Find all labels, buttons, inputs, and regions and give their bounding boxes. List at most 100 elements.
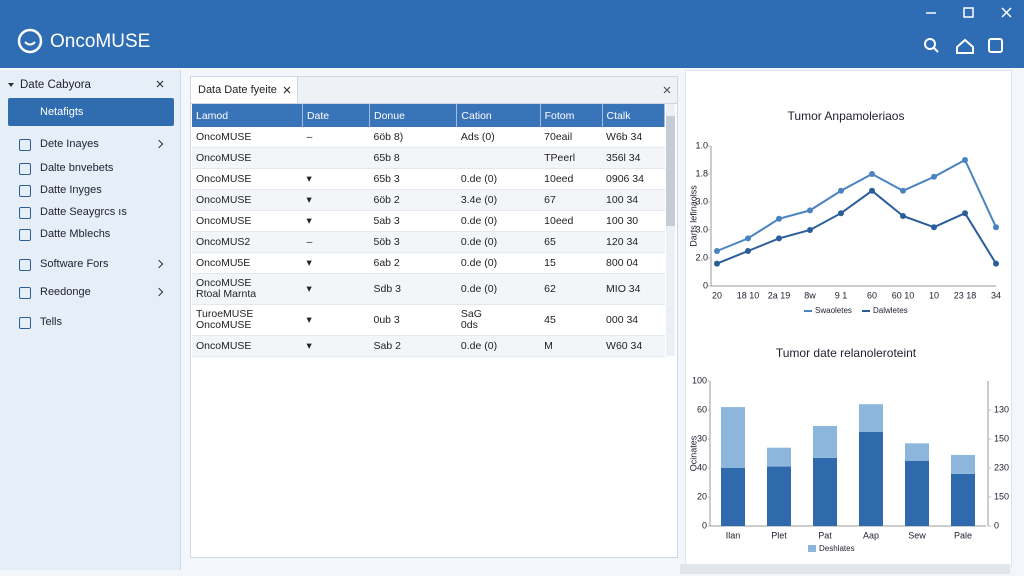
table-row[interactable]: TuroeMUSE OncoMUSE ▾ 0ub 3 SaG 0ds 45 000 34	[192, 304, 665, 336]
table-cell: 0.de (0)	[456, 335, 541, 357]
chevron	[154, 287, 164, 297]
sidebar-item[interactable]: Datte Seaygrcs ıs	[40, 206, 127, 218]
table-cell: W60 34	[602, 335, 665, 357]
table-row[interactable]: OncoMUSE ▾ 6öb 2 3.4e (0) 67 100 34	[192, 189, 665, 211]
logo	[17, 28, 43, 54]
table-cell: –	[302, 231, 370, 253]
chart-title: Tumor Anpamoleriaos	[788, 109, 905, 123]
table-cell: TPeerl	[540, 147, 603, 169]
table-row[interactable]: OncoMUSE –6öb 8) Ads (0) 70eail W6b 34	[192, 127, 665, 148]
table-cell: ▾	[302, 304, 370, 336]
y-tick-label: 100	[692, 375, 707, 385]
table-cell: Ads (0)	[456, 127, 541, 148]
y-axis-title: Ocinates	[688, 435, 698, 471]
point	[962, 210, 968, 217]
item-icon	[19, 185, 31, 197]
tab[interactable]: Data Date fyeite	[191, 77, 298, 103]
sidebar-item[interactable]: Dalte bnvebets	[40, 162, 114, 174]
table-cell: ▾	[302, 252, 370, 274]
table-cell: 3.4e (0)	[456, 189, 541, 211]
point	[807, 207, 813, 214]
y-tick-label: 3.0	[695, 224, 708, 234]
sidebar-item[interactable]: Reedonge	[40, 286, 91, 298]
table-row[interactable]: OncoMUSE ▾ 5ab 3 0.de (0) 10eed 100 30	[192, 210, 665, 232]
table-row[interactable]: OncoMUSE 65b 8 TPeerl 356l 34	[192, 147, 665, 169]
point	[807, 227, 813, 233]
bar-segment	[859, 404, 883, 432]
column-header: Lamod	[192, 104, 303, 127]
table-cell: OncoMUS2	[192, 231, 303, 253]
window-controls[interactable]	[920, 4, 1020, 64]
y-tick-label: 150	[994, 491, 1009, 501]
chevron	[154, 259, 164, 269]
item-icon	[19, 229, 31, 241]
table-cell: OncoMUSE	[192, 189, 303, 211]
table-row[interactable]: OncoMUSE ▾ 65b 3 0.de (0) 10eed 0906 34	[192, 168, 665, 190]
bar-segment	[813, 457, 837, 526]
point	[993, 224, 999, 231]
x-tick-label: 8w	[804, 290, 816, 300]
table-cell: OncoMU5E	[192, 252, 303, 274]
table-cell: 5ab 3	[369, 210, 457, 232]
point	[745, 248, 751, 254]
point	[838, 187, 844, 194]
charts: Tumor Anpamoleriaos Darts lefinaolss 0 2.0 3…	[688, 109, 1009, 553]
point	[962, 157, 968, 163]
table-cell: 0.de (0)	[456, 168, 541, 190]
v-scrollbar[interactable]	[666, 104, 675, 356]
sidebar-item[interactable]: Tells	[40, 316, 63, 328]
sidebar-item[interactable]: Dete Inayes	[40, 138, 99, 150]
table-row[interactable]: OncoMUSE ▾ Sab 2 0.de (0) M W60 34	[192, 335, 665, 357]
sidebar-item[interactable]: Software Fors	[40, 258, 109, 270]
column-header: Donue	[369, 104, 458, 127]
table-cell: 10eed	[540, 168, 603, 190]
table-cell: 100 34	[602, 189, 665, 211]
table-cell: 0.de (0)	[456, 210, 541, 232]
point	[776, 215, 782, 222]
x-tick-label: Sew	[908, 530, 926, 540]
point	[931, 224, 937, 231]
sidebar-item[interactable]: Datte Inyges	[40, 184, 102, 196]
table-row[interactable]: OncoMUSE Rtoal Marnta ▾ Sdb 3 0.de (0) 62 MIO…	[192, 273, 665, 305]
sidebar-header: Date Cabyora	[20, 79, 91, 91]
table-row[interactable]: OncoMU5E ▾ 6ab 2 0.de (0) 15 800 04	[192, 252, 665, 274]
x-tick-label: Ilan	[726, 530, 741, 540]
table-cell: 120 34	[602, 231, 665, 253]
y-tick-label: 130	[994, 404, 1009, 414]
table-row[interactable]: OncoMUS2–5öb 3 0.de (0) 65 120 34	[192, 231, 665, 253]
scroll-thumb[interactable]	[666, 116, 675, 226]
legend-label: Deshlates	[819, 544, 855, 553]
selected-item[interactable]	[8, 98, 174, 126]
table-cell: Sab 2	[369, 335, 457, 357]
item-icon	[19, 259, 31, 271]
table-cell: MIO 34	[602, 273, 665, 305]
y-tick-label: 60	[697, 404, 707, 414]
y-tick-label: 20	[697, 491, 707, 501]
bar-segment	[721, 407, 745, 468]
x-tick-label: Pat	[818, 530, 832, 540]
point	[900, 213, 906, 219]
point	[838, 210, 844, 217]
chart-title: Tumor date relanoleroteint	[776, 346, 917, 360]
sidebar-item[interactable]: Datte Mblechs	[40, 228, 111, 240]
panel-close[interactable]	[663, 86, 671, 94]
y-tick-label: 0	[702, 520, 707, 530]
h-scrollbar[interactable]	[680, 564, 1010, 574]
table-cell: OncoMUSE	[192, 168, 303, 190]
y-tick-label: 40	[697, 462, 707, 472]
x-tick-label: Plet	[771, 530, 787, 540]
table-cell: 70eail	[540, 127, 603, 148]
title-bar: OncoMUSE	[0, 0, 1024, 68]
point	[900, 187, 906, 194]
table-panel: Data Date fyeite Lamod Date Donue Cation Fot…	[190, 76, 678, 558]
bar-segment	[905, 443, 929, 461]
column-header: Fotom	[540, 104, 603, 127]
chevron	[154, 139, 164, 149]
table-cell: M	[540, 335, 603, 357]
tab-close[interactable]	[283, 86, 291, 94]
point	[993, 260, 999, 267]
tab-label: Data Date fyeite	[198, 84, 277, 96]
bar-segment	[721, 468, 745, 526]
y-tick-label: 0	[703, 280, 708, 290]
